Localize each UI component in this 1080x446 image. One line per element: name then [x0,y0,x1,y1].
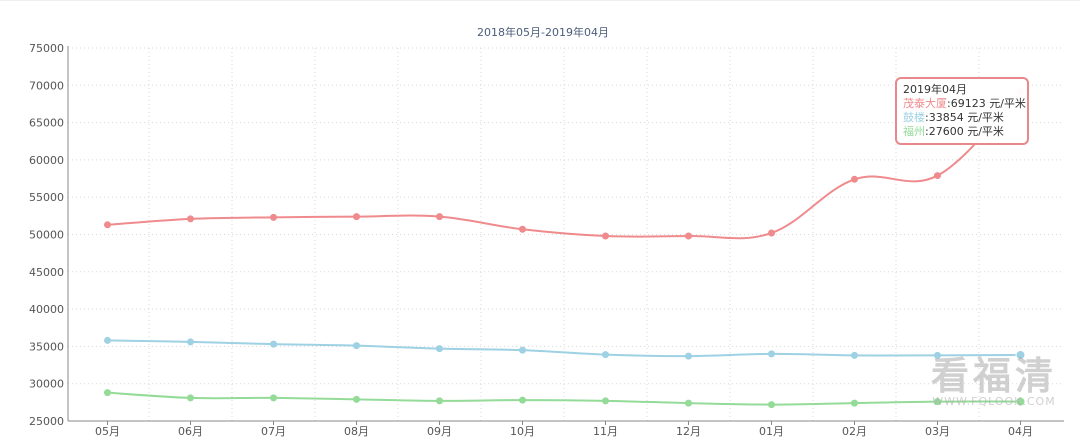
data-point[interactable] [685,232,692,240]
y-tick-label: 40000 [29,303,64,316]
x-tick-label: 08月 [344,425,369,438]
data-point[interactable] [602,232,609,240]
tooltip-series-name: 福州 [903,125,925,138]
data-point[interactable] [353,342,360,350]
tooltip-series-name: 茂泰大厦 [903,97,947,110]
y-tick-label: 70000 [29,79,64,92]
tooltip-row-fuzhou: 福州:27600 元/平米 [903,125,1021,139]
data-point[interactable] [685,399,692,407]
tooltip-series-value: :69123 元/平米 [947,97,1026,110]
series-line [107,339,1021,358]
data-point[interactable] [436,345,443,353]
x-tick-label: 12月 [676,425,701,438]
x-tick-label: 11月 [593,425,618,438]
data-point[interactable] [602,397,609,405]
tooltip: 2019年04月 茂泰大厦:69123 元/平米 鼓楼:33854 元/平米 福… [895,77,1029,145]
data-point[interactable] [934,351,941,359]
data-point[interactable] [187,215,194,223]
series-line [107,91,1022,240]
data-point[interactable] [104,389,111,397]
x-tick-label: 09月 [427,425,452,438]
data-point[interactable] [270,340,277,348]
data-point[interactable] [104,221,111,229]
x-tick-label: 07月 [261,425,286,438]
x-tick-label: 01月 [759,425,784,438]
x-tick-label: 02月 [842,425,867,438]
data-point[interactable] [519,396,526,404]
data-point[interactable] [1015,349,1026,360]
data-point[interactable] [104,336,111,344]
data-point[interactable] [768,350,775,358]
data-point[interactable] [851,399,858,407]
data-point[interactable] [768,401,775,409]
y-tick-label: 65000 [29,117,64,130]
chart-title: 2018年05月-2019年04月 [477,25,609,39]
x-tick-label: 05月 [95,425,120,438]
data-point[interactable] [353,213,360,221]
y-tick-label: 60000 [29,154,64,167]
y-tick-label: 45000 [29,266,64,279]
data-point[interactable] [519,225,526,233]
tooltip-header: 2019年04月 [903,83,967,96]
tooltip-series-value: :27600 元/平米 [925,125,1004,138]
data-point[interactable] [436,397,443,405]
data-point[interactable] [270,394,277,402]
data-point[interactable] [187,394,194,402]
x-tick-label: 03月 [925,425,950,438]
watermark-url: WWW.FQLOOK.COM [932,395,1056,408]
data-point[interactable] [436,213,443,221]
data-point[interactable] [353,395,360,403]
data-point[interactable] [685,352,692,360]
data-point[interactable] [602,351,609,359]
y-tick-label: 75000 [29,42,64,55]
tooltip-row-gulou: 鼓楼:33854 元/平米 [903,111,1021,125]
watermark-logo: 看福清 WWW.FQLOOK.COM [924,356,1064,408]
data-point[interactable] [187,338,194,346]
x-tick-label: 04月 [1008,425,1033,438]
data-point[interactable] [768,229,775,237]
y-tick-label: 30000 [29,378,64,391]
data-point[interactable] [270,213,277,221]
y-tick-label: 50000 [29,229,64,242]
tooltip-row-maotai: 茂泰大厦:69123 元/平米 [903,97,1026,111]
y-tick-label: 55000 [29,191,64,204]
data-point[interactable] [519,346,526,354]
data-point[interactable] [1015,396,1026,407]
data-point[interactable] [851,175,858,183]
watermark-text: 看福清 [930,354,1057,398]
x-tick-label: 10月 [510,425,535,438]
y-tick-label: 35000 [29,340,64,353]
y-tick-label: 25000 [29,415,64,428]
data-point[interactable] [851,351,858,359]
series-lines [104,86,1026,409]
data-point[interactable] [934,398,941,406]
series-line [107,391,1021,406]
x-tick-label: 06月 [178,425,203,438]
tooltip-series-value: :33854 元/平米 [925,111,1004,124]
axes: 75000 70000 65000 60000 55000 50000 45000 40000… [29,42,1064,438]
tooltip-series-name: 鼓楼 [903,111,925,124]
data-point[interactable] [934,172,941,180]
top-divider [0,0,1080,1]
